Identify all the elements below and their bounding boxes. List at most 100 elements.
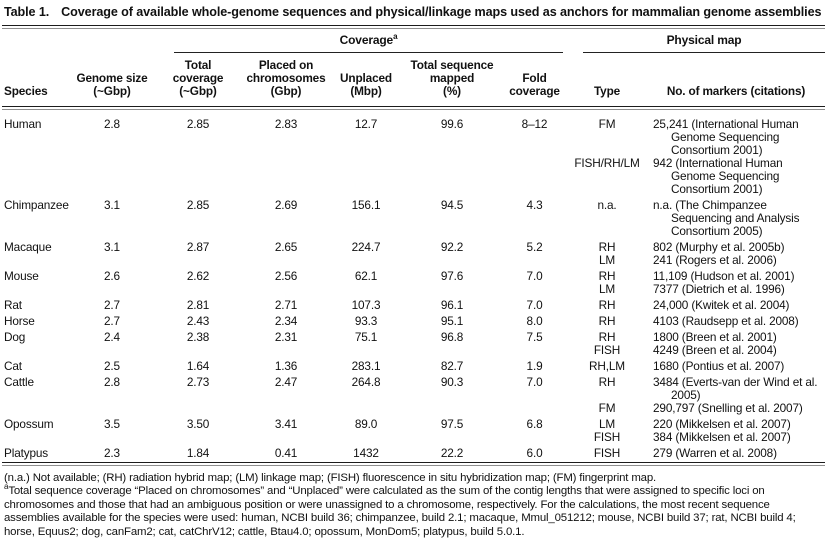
placed-cell: 2.83 (274, 117, 298, 131)
species-cell: Rat (4, 298, 22, 312)
unplaced-cell: 283.1 (351, 359, 381, 373)
table-title-text: Coverage of available whole-genome seque… (61, 5, 822, 19)
map-markers: n.a. (The Chimpanzee Sequencing and Anal… (653, 198, 800, 238)
species-cell: Chimpanzee (4, 198, 69, 212)
species-cell: Horse (4, 314, 35, 328)
col-header-unplaced: Unplaced (Mbp) (340, 71, 392, 98)
unplaced-cell: 12.7 (354, 117, 378, 131)
mapped-cell: 96.8 (440, 330, 464, 344)
map-type: RH (598, 330, 616, 344)
fold-coverage-cell: 1.9 (526, 359, 543, 373)
unplaced-cell: 264.8 (351, 375, 381, 389)
total-coverage-cell: 2.73 (186, 375, 210, 389)
fold-coverage-cell: 7.5 (526, 330, 543, 344)
physical-maps-cell: FISH 279 (Warren et al. 2008) (567, 444, 825, 460)
map-type: RH (598, 314, 616, 328)
mapped-cell: 82.7 (440, 359, 464, 373)
species-cell: Cattle (4, 375, 34, 389)
map-type: LM (598, 282, 616, 296)
col-header-type: Type (593, 84, 621, 98)
unplaced-cell: 62.1 (354, 269, 378, 283)
physical-maps-cell: RH 4103 (Raudsepp et al. 2008) (567, 312, 825, 328)
mapped-cell: 92.2 (440, 240, 464, 254)
total-coverage-cell: 1.84 (186, 446, 210, 460)
map-entry: RH 1800 (Breen et al. 2001) (567, 331, 825, 344)
mapped-cell: 97.6 (440, 269, 464, 283)
map-markers: 241 (Rogers et al. 2006) (653, 253, 777, 267)
genome-size-cell: 3.1 (104, 240, 120, 254)
map-markers: 942 (International Human Genome Sequenci… (653, 156, 783, 196)
table-row-mouse: Mouse 2.6 2.62 2.56 62.1 97.6 7.0 RH 11,1… (2, 267, 825, 296)
genome-size-cell: 2.3 (104, 446, 120, 460)
fold-coverage-cell: 5.2 (526, 240, 543, 254)
map-markers: 4103 (Raudsepp et al. 2008) (653, 314, 799, 328)
map-markers: 25,241 (International Human Genome Seque… (653, 117, 799, 157)
header-rule (2, 106, 826, 110)
total-coverage-cell: 2.81 (186, 298, 210, 312)
table-row-opossum: Opossum 3.5 3.50 3.41 89.0 97.5 6.8 LM 22… (2, 415, 825, 444)
table-row-macaque: Macaque 3.1 2.87 2.65 224.7 92.2 5.2 RH 8… (2, 238, 825, 267)
footnote-abbreviations: (n.a.) Not available; (RH) radiation hyb… (4, 472, 657, 484)
mapped-cell: 94.5 (440, 198, 464, 212)
col-header-markers: No. of markers (citations) (666, 84, 806, 98)
footnote-a-marker: a (4, 482, 9, 492)
mapped-cell: 22.2 (440, 446, 464, 460)
total-coverage-cell: 2.85 (186, 117, 210, 131)
map-entry: n.a. n.a. (The Chimpanzee Sequencing and … (567, 199, 825, 238)
footnote-a: aTotal sequence coverage “Placed on chro… (4, 482, 823, 539)
col-header-fold: Fold coverage (509, 71, 560, 98)
unplaced-cell: 156.1 (351, 198, 381, 212)
genome-size-cell: 3.1 (104, 198, 120, 212)
placed-cell: 2.69 (274, 198, 298, 212)
genome-size-cell: 2.7 (104, 298, 120, 312)
placed-cell: 2.56 (274, 269, 298, 283)
physical-maps-cell: RH,LM 1680 (Pontius et al. 2007) (567, 357, 825, 373)
map-markers: 802 (Murphy et al. 2005b) (653, 240, 785, 254)
physical-maps-cell: RH 802 (Murphy et al. 2005b) LM 241 (Roger… (567, 238, 825, 267)
table-row-chimpanzee: Chimpanzee 3.1 2.85 2.69 156.1 94.5 4.3 … (2, 196, 825, 238)
map-type: LM (598, 417, 616, 431)
fold-coverage-cell: 8.0 (526, 314, 543, 328)
map-entry: LM 241 (Rogers et al. 2006) (567, 254, 825, 267)
map-markers: 3484 (Everts-van der Wind et al. 2005) (653, 375, 818, 402)
table-row-cattle: Cattle 2.8 2.73 2.47 264.8 90.3 7.0 RH 34… (2, 373, 825, 415)
table-row-dog: Dog 2.4 2.38 2.31 75.1 96.8 7.5 RH 1800 (… (2, 328, 825, 357)
map-markers: 279 (Warren et al. 2008) (653, 446, 777, 460)
map-entry: RH 11,109 (Hudson et al. 2001) (567, 270, 825, 283)
species-cell: Mouse (4, 269, 39, 283)
unplaced-cell: 224.7 (351, 240, 381, 254)
physical-map-spanner: Physical map (583, 33, 826, 53)
coverage-spanner-label: Coverage (339, 33, 394, 47)
unplaced-cell: 89.0 (354, 417, 378, 431)
fold-coverage-cell: 4.3 (526, 198, 543, 212)
physical-maps-cell: RH 1800 (Breen et al. 2001) FISH 4249 (Bre… (567, 328, 825, 357)
mapped-cell: 99.6 (440, 117, 464, 131)
placed-cell: 2.47 (274, 375, 298, 389)
coverage-footnote-marker: a (393, 32, 398, 41)
map-type: LM (598, 253, 616, 267)
total-coverage-cell: 2.87 (186, 240, 210, 254)
coverage-spanner: Coveragea (174, 32, 564, 53)
map-entry: RH 24,000 (Kwitek et al. 2004) (567, 299, 825, 312)
map-entry: RH 3484 (Everts-van der Wind et al. 2005) (567, 376, 825, 402)
col-header-mapped: Total sequence mapped (%) (410, 58, 494, 98)
placed-cell: 3.41 (274, 417, 298, 431)
genome-size-cell: 3.5 (104, 417, 120, 431)
physical-maps-cell: FM 25,241 (International Human Genome Seq… (567, 110, 825, 196)
map-markers: 24,000 (Kwitek et al. 2004) (653, 298, 790, 312)
table-number-label: Table 1. (4, 5, 50, 19)
species-cell: Macaque (4, 240, 52, 254)
map-entry: LM 7377 (Dietrich et al. 1996) (567, 283, 825, 296)
col-header-total-coverage: Total coverage (~Gbp) (172, 58, 224, 98)
map-markers: 1800 (Breen et al. 2001) (653, 330, 777, 344)
map-markers: 4249 (Breen et al. 2004) (653, 343, 777, 357)
genome-size-cell: 2.8 (104, 375, 120, 389)
physical-maps-cell: RH 3484 (Everts-van der Wind et al. 2005)… (567, 373, 825, 415)
map-entry: FISH 279 (Warren et al. 2008) (567, 447, 825, 460)
map-type: FISH (593, 343, 621, 357)
total-coverage-cell: 3.50 (186, 417, 210, 431)
footnotes: (n.a.) Not available; (RH) radiation hyb… (2, 466, 825, 539)
map-entry: FM 290,797 (Snelling et al. 2007) (567, 402, 825, 415)
physical-map-spanner-label: Physical map (666, 33, 742, 47)
